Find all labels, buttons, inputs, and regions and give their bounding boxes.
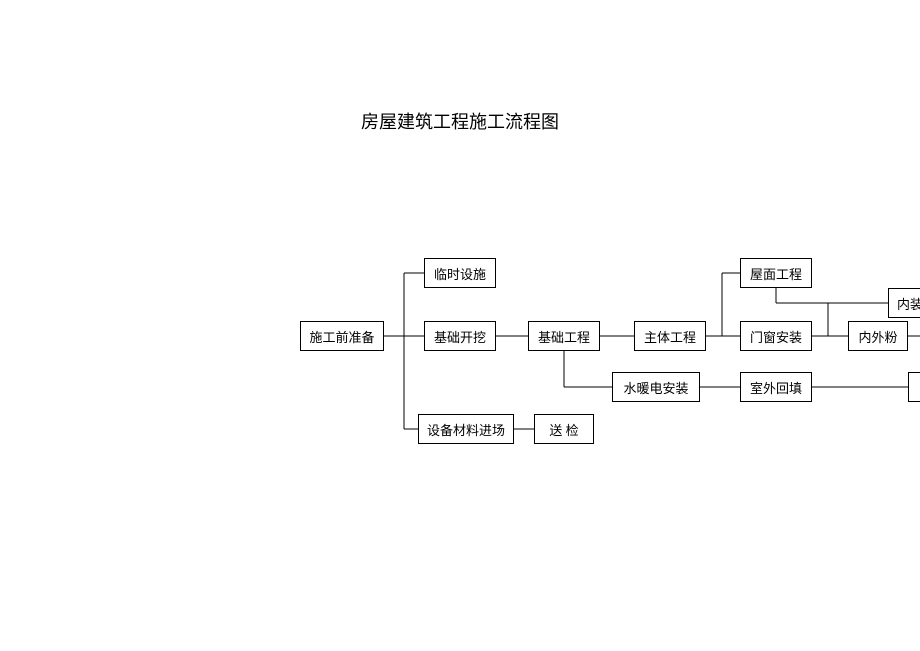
node-back: 室外回填 — [740, 372, 812, 402]
node-prep: 施工前准备 — [300, 321, 384, 351]
node-roof: 屋面工程 — [740, 258, 812, 288]
node-edge14 — [908, 372, 920, 402]
node-found: 基础工程 — [528, 321, 600, 351]
node-check: 送 检 — [534, 414, 594, 444]
node-mep: 水暖电安装 — [612, 372, 700, 402]
node-main: 主体工程 — [634, 321, 706, 351]
node-mat: 设备材料进场 — [418, 414, 514, 444]
node-temp: 临时设施 — [424, 258, 496, 288]
diagram-title: 房屋建筑工程施工流程图 — [0, 108, 920, 134]
node-intd: 内装 — [888, 288, 920, 318]
node-win: 门窗安装 — [740, 321, 812, 351]
node-plaster: 内外粉 — [848, 321, 908, 351]
node-excav: 基础开挖 — [424, 321, 496, 351]
